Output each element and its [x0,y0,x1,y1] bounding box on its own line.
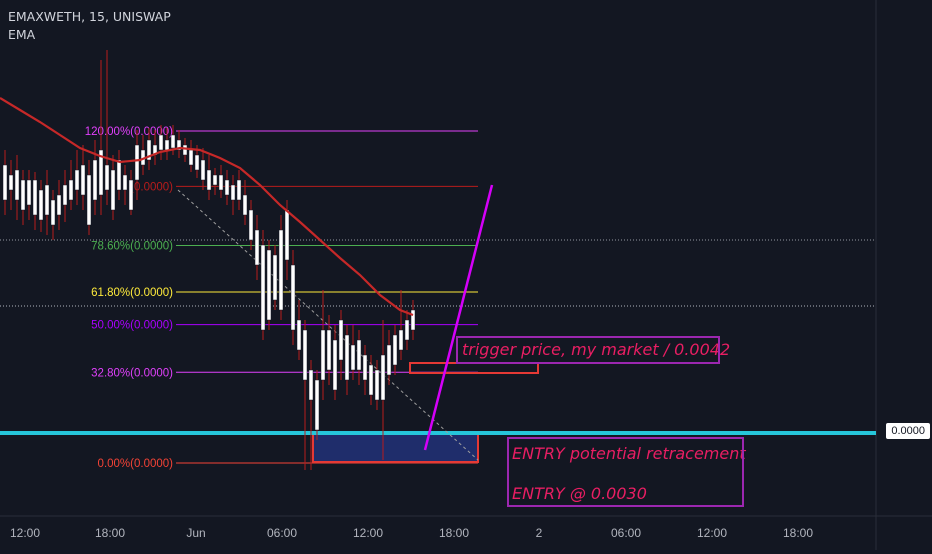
trigger-annotation: trigger price, my market / 0.0042 [462,340,731,359]
time-tick-label: 06:00 [266,526,298,540]
candle-body [26,179,32,206]
candle-body [242,194,248,216]
candle-body [38,189,44,221]
candle-body [398,329,404,351]
fib-level-label: 78.60%(0.0000) [91,241,173,253]
entry-retracement-annotation: ENTRY potential retracement [512,444,746,463]
trigger-annotation-box [456,336,720,364]
candle-body [146,139,152,161]
indicator-label: EMA [8,27,36,42]
fib-level-label: (0.0000) [130,181,173,193]
candle-body [20,179,26,211]
candle-body [170,134,176,149]
price-axis-tag: 0.0000 [886,423,930,439]
candle-body [56,194,62,216]
candle-body [320,329,326,381]
candle-body [98,149,104,196]
time-tick-label: 12:00 [352,526,384,540]
candle-body [290,264,296,331]
ema-line [0,97,414,317]
candle-body [404,319,410,341]
candle-body [200,159,206,181]
trigger-zone-box [409,362,539,374]
dashed-trend-line [177,189,479,461]
fib-level-label: 61.80%(0.0000) [91,287,173,299]
candle-body [266,249,272,321]
candle-body [308,369,314,401]
chart-header: EMAXWETH, 15, UNISWAP EMA [8,8,171,44]
candle-body [182,144,188,156]
candle-body [302,329,308,381]
candle-body [224,179,230,196]
candle-body [248,209,254,241]
candle-body [314,379,320,431]
time-tick-label: 06:00 [610,526,642,540]
candle-body [236,179,242,201]
candle-body [104,164,110,191]
time-tick-label: 18:00 [438,526,470,540]
symbol-title: EMAXWETH, 15, UNISWAP [8,9,171,24]
candle-body [254,229,260,266]
candle-body [110,169,116,211]
candle-body [410,309,416,331]
time-tick-label: 18:00 [94,526,126,540]
candle-body [164,139,170,151]
candle-body [260,244,266,331]
candle-body [92,159,98,201]
candle-body [188,149,194,166]
candle-body [122,174,128,191]
candle-body [74,169,80,191]
candle-body [218,174,224,191]
candle-body [356,339,362,371]
time-tick-label: Jun [186,526,206,540]
candle-body [128,179,134,211]
candle-body [380,354,386,401]
candle-body [2,164,8,201]
time-tick-label: 2 [535,526,543,540]
projection-line [423,184,494,451]
candle-body [368,364,374,396]
candle-body [392,334,398,366]
candle-body [86,174,92,226]
candle-body [362,354,368,381]
candle-body [374,369,380,401]
candle-body [176,139,182,151]
candle-body [50,199,56,226]
time-tick-label: 18:00 [782,526,814,540]
candle-body [62,184,68,206]
candle-body [332,339,338,391]
candle-body [80,164,86,196]
candle-body [296,319,302,351]
candle-body [116,159,122,191]
candle-body [326,329,332,371]
candle-body [212,174,218,186]
candle-body [272,254,278,301]
candle-body [344,334,350,381]
fib-level-label: 0.00%(0.0000) [98,458,174,470]
entry-annotation-box [507,437,744,507]
time-tick-label: 12:00 [9,526,41,540]
candle-body [134,144,140,181]
candle-body [32,179,38,216]
candle-body [14,169,20,201]
candle-body [194,154,200,171]
candle-body [284,209,290,261]
candle-body [350,344,356,371]
candle-body [158,134,164,151]
candle-body [386,344,392,376]
candle-body [278,229,284,311]
candle-body [230,184,236,201]
candle-body [338,319,344,361]
candle-body [8,174,14,191]
candle-body [44,184,50,216]
candle-body [206,169,212,191]
fib-level-label: 50.00%(0.0000) [91,320,173,332]
time-tick-label: 12:00 [696,526,728,540]
fib-level-label: 32.80%(0.0000) [91,367,173,379]
candle-body [68,179,74,201]
entry-price-annotation: ENTRY @ 0.0030 [512,484,647,503]
entry-zone-box [312,432,479,463]
